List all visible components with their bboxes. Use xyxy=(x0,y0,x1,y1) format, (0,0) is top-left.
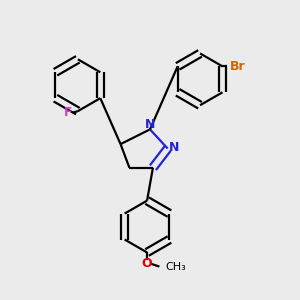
Text: Br: Br xyxy=(230,60,246,73)
Text: CH₃: CH₃ xyxy=(165,262,186,272)
Text: O: O xyxy=(142,257,152,270)
Text: N: N xyxy=(145,118,155,131)
Text: N: N xyxy=(169,141,179,154)
Text: F: F xyxy=(64,106,73,119)
